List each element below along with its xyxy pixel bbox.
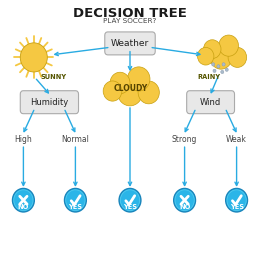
FancyBboxPatch shape bbox=[20, 91, 79, 114]
Text: SUNNY: SUNNY bbox=[40, 74, 66, 80]
Circle shape bbox=[222, 63, 225, 66]
Text: PLAY SOCCER?: PLAY SOCCER? bbox=[103, 18, 157, 24]
Circle shape bbox=[20, 43, 47, 72]
Text: NO: NO bbox=[179, 204, 190, 210]
FancyBboxPatch shape bbox=[187, 91, 235, 114]
Circle shape bbox=[227, 190, 246, 211]
Circle shape bbox=[228, 47, 247, 67]
Circle shape bbox=[198, 47, 214, 65]
Circle shape bbox=[204, 40, 221, 59]
Text: High: High bbox=[15, 136, 32, 144]
Circle shape bbox=[212, 63, 215, 66]
Circle shape bbox=[64, 188, 86, 212]
Circle shape bbox=[118, 79, 142, 106]
Circle shape bbox=[110, 72, 130, 94]
Text: Weak: Weak bbox=[226, 136, 247, 144]
Text: CLOUDY: CLOUDY bbox=[114, 84, 148, 93]
Circle shape bbox=[226, 188, 248, 212]
Text: RAINY: RAINY bbox=[198, 74, 221, 80]
Circle shape bbox=[210, 46, 232, 69]
Text: YES: YES bbox=[123, 204, 137, 210]
Circle shape bbox=[12, 188, 34, 212]
Circle shape bbox=[103, 81, 122, 101]
Circle shape bbox=[221, 70, 224, 74]
Text: YES: YES bbox=[230, 204, 244, 210]
Text: Humidity: Humidity bbox=[30, 98, 69, 107]
FancyBboxPatch shape bbox=[105, 32, 155, 55]
Text: Normal: Normal bbox=[61, 136, 89, 144]
Circle shape bbox=[174, 188, 196, 212]
Text: Strong: Strong bbox=[172, 136, 197, 144]
Circle shape bbox=[219, 35, 238, 56]
Circle shape bbox=[119, 188, 141, 212]
Text: Weather: Weather bbox=[111, 39, 149, 48]
Circle shape bbox=[14, 190, 33, 211]
Circle shape bbox=[138, 81, 159, 104]
Circle shape bbox=[175, 190, 194, 211]
Circle shape bbox=[120, 190, 140, 211]
Circle shape bbox=[127, 67, 150, 91]
Text: NO: NO bbox=[18, 204, 29, 210]
Text: YES: YES bbox=[68, 204, 82, 210]
Circle shape bbox=[66, 190, 85, 211]
Text: Wind: Wind bbox=[200, 98, 221, 107]
Text: DECISION TREE: DECISION TREE bbox=[73, 7, 187, 20]
Circle shape bbox=[213, 69, 216, 73]
Circle shape bbox=[225, 68, 228, 71]
Circle shape bbox=[217, 65, 220, 68]
